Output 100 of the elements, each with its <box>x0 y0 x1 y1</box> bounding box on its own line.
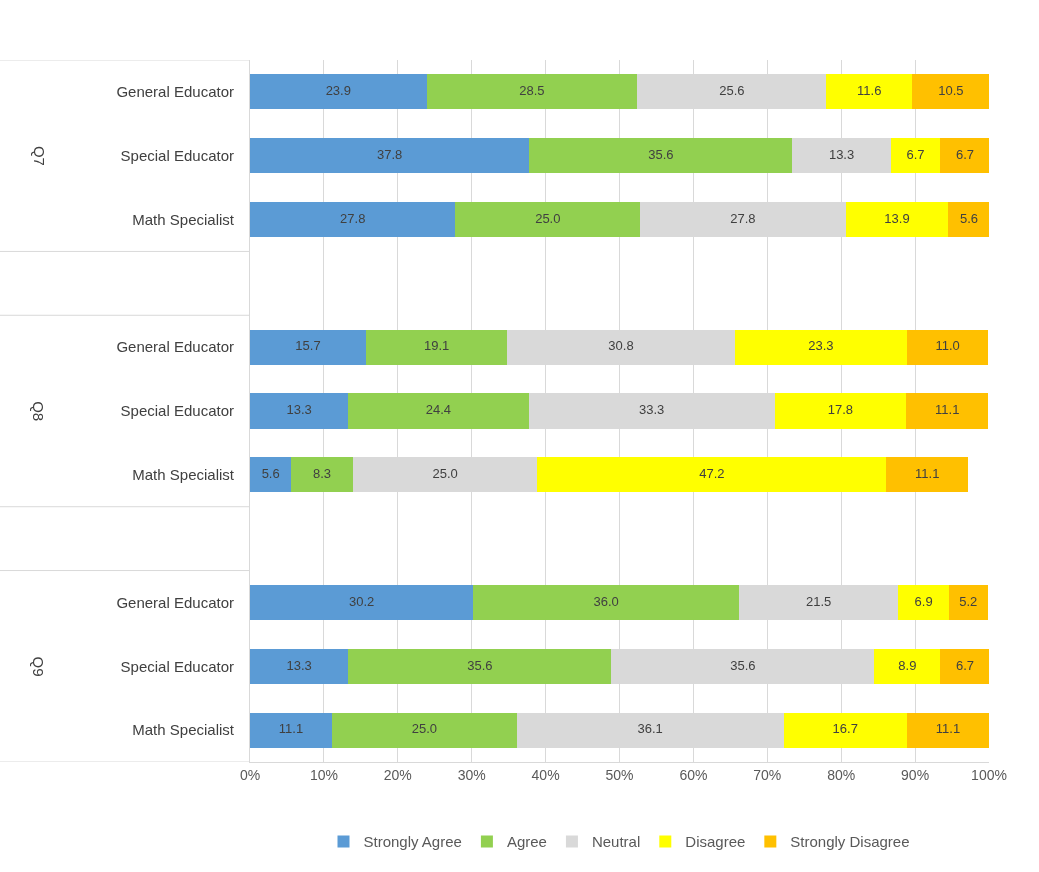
data-label: 5.2 <box>959 593 978 609</box>
data-label: 11.0 <box>935 338 960 354</box>
x-tick-label: 0% <box>239 766 261 783</box>
bar <box>845 202 949 238</box>
data-label: 11.1 <box>935 721 961 737</box>
bar <box>940 648 989 684</box>
data-label: 25.0 <box>411 721 438 737</box>
bar <box>774 393 907 429</box>
data-label: 16.7 <box>832 721 858 737</box>
bar <box>250 138 530 174</box>
data-label: 13.3 <box>828 146 855 162</box>
bar <box>291 457 353 493</box>
bar <box>906 329 989 365</box>
legend-label: Agree <box>506 833 547 851</box>
bar <box>332 712 517 748</box>
data-label: 11.1 <box>278 721 304 737</box>
x-tick-label: 50% <box>605 766 634 783</box>
y-tick-label: General Educator <box>116 83 234 101</box>
bar <box>886 457 969 493</box>
bar <box>940 138 989 174</box>
data-label: 33.3 <box>638 402 665 418</box>
data-label: 6.7 <box>906 146 925 162</box>
x-tick-label: 10% <box>309 766 338 783</box>
bar <box>348 648 612 684</box>
y-tick-label: Special Educator <box>120 402 234 420</box>
bar <box>250 648 349 684</box>
data-label: 17.8 <box>827 402 854 418</box>
data-label: 28.5 <box>519 83 545 99</box>
data-label: 11.6 <box>857 83 882 99</box>
text: Q9 <box>30 656 48 677</box>
legend-label: Neutral <box>591 833 641 851</box>
data-label: 6.7 <box>955 146 975 162</box>
data-label: 30.2 <box>348 593 375 609</box>
data-label: 27.8 <box>730 210 756 226</box>
data-label: 27.8 <box>340 210 366 226</box>
legend-label: Strongly Disagree <box>790 833 910 851</box>
data-label: 24.4 <box>425 402 452 418</box>
bar <box>348 393 529 429</box>
data-label: 25.0 <box>535 210 561 226</box>
x-tick-label: 20% <box>383 766 412 783</box>
data-label: 36.1 <box>637 721 663 737</box>
data-label: 47.2 <box>699 466 725 482</box>
y-tick-label: Math Specialist <box>132 210 235 228</box>
legend-label: Strongly Agree <box>363 833 462 851</box>
bar <box>250 329 367 365</box>
bar <box>906 393 989 429</box>
data-label: 30.8 <box>608 338 634 354</box>
bar <box>250 457 292 493</box>
bar <box>426 74 638 110</box>
text: Q7 <box>30 145 48 166</box>
bar <box>734 329 907 365</box>
x-tick-label: 100% <box>971 766 1007 783</box>
y-tick-label: Math Specialist <box>132 721 235 739</box>
data-label: 15.7 <box>295 338 321 354</box>
legend-label: Disagree <box>685 833 746 851</box>
data-label: 35.6 <box>467 657 493 673</box>
y-tick-label: Math Specialist <box>132 466 235 484</box>
data-label: 23.3 <box>808 338 834 354</box>
data-label: 35.6 <box>648 146 674 162</box>
data-label: 11.1 <box>935 402 960 418</box>
x-tick-label: 70% <box>753 766 782 783</box>
bar <box>250 74 427 110</box>
data-label: 6.7 <box>955 657 975 673</box>
data-label: 37.8 <box>377 146 403 162</box>
bar <box>949 584 988 620</box>
y-tick-label: General Educator <box>116 338 234 356</box>
bar <box>473 584 740 620</box>
bar <box>912 74 989 110</box>
bar <box>948 202 989 238</box>
bar <box>537 457 887 493</box>
x-tick-label: 90% <box>901 766 930 783</box>
data-label: 36.0 <box>593 593 619 609</box>
data-label: 5.6 <box>261 466 280 482</box>
data-label: 35.6 <box>730 657 756 673</box>
data-label: 8.9 <box>898 657 917 673</box>
data-label: 19.1 <box>423 338 450 354</box>
data-label: 13.3 <box>286 657 312 673</box>
data-label: 25.6 <box>719 83 745 99</box>
x-tick-label: 30% <box>457 766 486 783</box>
bar <box>250 393 349 429</box>
data-label: 11.1 <box>915 466 940 482</box>
x-tick-label: 40% <box>531 766 560 783</box>
text: Q8 <box>29 401 47 422</box>
bar <box>898 584 950 620</box>
bar <box>250 584 474 620</box>
bar <box>250 712 333 748</box>
y-tick-label: Special Educator <box>120 146 234 164</box>
data-label: 5.6 <box>960 210 979 226</box>
data-label: 8.3 <box>313 466 332 482</box>
x-tick-label: 60% <box>679 766 708 783</box>
bar <box>250 202 456 238</box>
data-label: 10.5 <box>938 83 964 99</box>
y-tick-label: General Educator <box>116 593 234 611</box>
bar <box>783 712 907 748</box>
data-label: 23.9 <box>325 83 351 99</box>
y-tick-label: Special Educator <box>120 657 234 675</box>
x-tick-label: 80% <box>827 766 856 783</box>
bar <box>826 74 913 110</box>
data-label: 25.0 <box>432 466 458 482</box>
data-label: 13.3 <box>286 402 312 418</box>
